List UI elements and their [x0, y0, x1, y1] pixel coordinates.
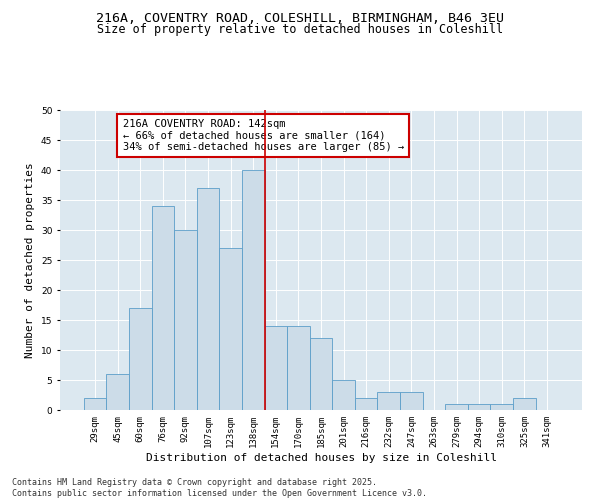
- Bar: [287, 326, 310, 410]
- Bar: [242, 170, 265, 410]
- Text: Size of property relative to detached houses in Coleshill: Size of property relative to detached ho…: [97, 22, 503, 36]
- Bar: [513, 398, 536, 410]
- Bar: [355, 398, 377, 410]
- Bar: [468, 404, 490, 410]
- Bar: [377, 392, 400, 410]
- Bar: [400, 392, 422, 410]
- Bar: [265, 326, 287, 410]
- Bar: [152, 206, 174, 410]
- Bar: [445, 404, 468, 410]
- Text: Contains HM Land Registry data © Crown copyright and database right 2025.
Contai: Contains HM Land Registry data © Crown c…: [12, 478, 427, 498]
- Bar: [197, 188, 220, 410]
- Bar: [490, 404, 513, 410]
- Bar: [129, 308, 152, 410]
- Bar: [106, 374, 129, 410]
- Bar: [84, 398, 106, 410]
- X-axis label: Distribution of detached houses by size in Coleshill: Distribution of detached houses by size …: [146, 452, 497, 462]
- Bar: [332, 380, 355, 410]
- Y-axis label: Number of detached properties: Number of detached properties: [25, 162, 35, 358]
- Bar: [220, 248, 242, 410]
- Bar: [174, 230, 197, 410]
- Text: 216A, COVENTRY ROAD, COLESHILL, BIRMINGHAM, B46 3EU: 216A, COVENTRY ROAD, COLESHILL, BIRMINGH…: [96, 12, 504, 26]
- Bar: [310, 338, 332, 410]
- Text: 216A COVENTRY ROAD: 142sqm
← 66% of detached houses are smaller (164)
34% of sem: 216A COVENTRY ROAD: 142sqm ← 66% of deta…: [122, 119, 404, 152]
